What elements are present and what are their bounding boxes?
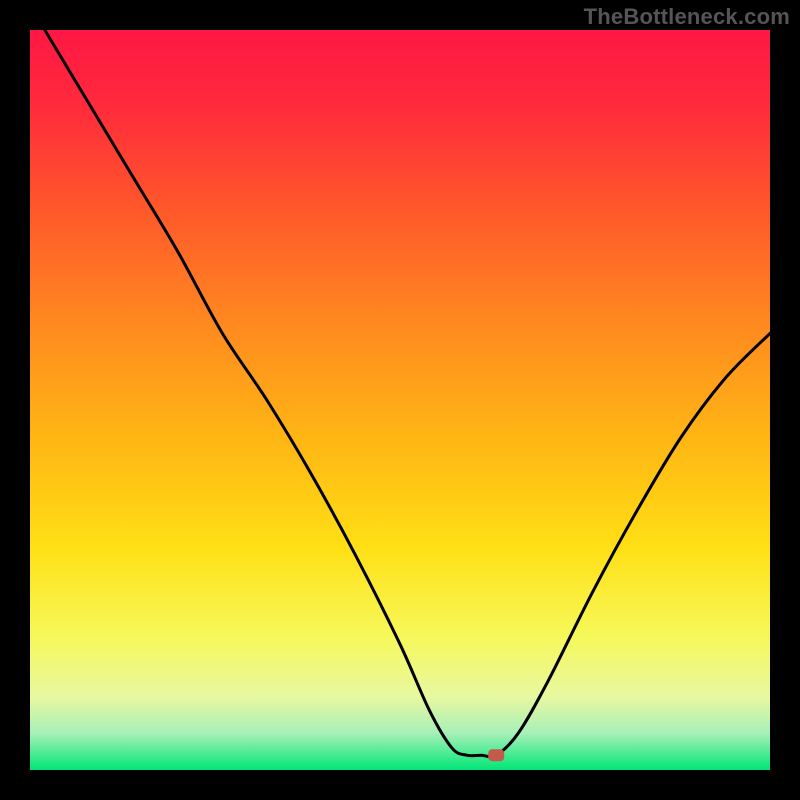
chart-background bbox=[30, 30, 770, 770]
bottleneck-chart bbox=[0, 0, 800, 800]
watermark-text: TheBottleneck.com bbox=[584, 4, 790, 30]
optimal-point-marker bbox=[488, 749, 504, 761]
chart-container: TheBottleneck.com bbox=[0, 0, 800, 800]
